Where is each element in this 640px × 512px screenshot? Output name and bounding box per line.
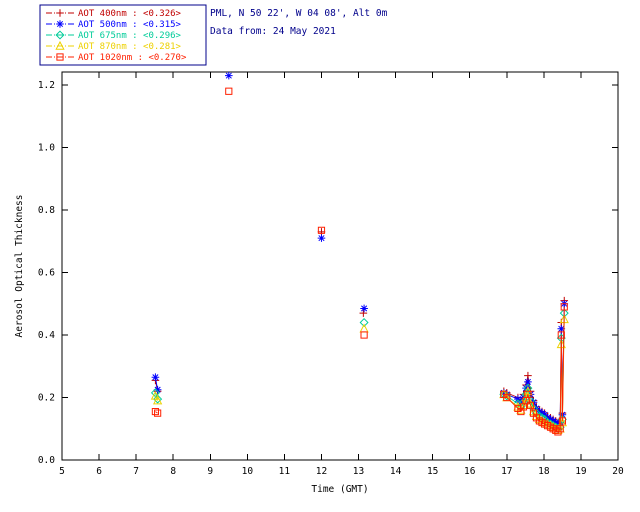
series-aot-1020nm <box>151 87 568 436</box>
series-markers <box>150 308 569 434</box>
legend-box: AOT 400nm : <0.326>AOT 500nm : <0.315>AO… <box>39 4 207 66</box>
legend-entry-label: AOT 870nm : <0.281> <box>78 42 182 52</box>
y-tick-label: 0.0 <box>38 455 55 466</box>
series-line <box>154 300 565 423</box>
x-tick-label: 18 <box>538 466 550 477</box>
series-line <box>154 313 565 430</box>
y-tick-label: 1.2 <box>38 80 55 91</box>
legend-marker-sample <box>55 40 65 50</box>
x-tick-label: 9 <box>207 466 213 477</box>
legend-entry-aot-500nm: AOT 500nm : <0.315> <box>46 20 182 30</box>
legend-entry-label: AOT 400nm : <0.326> <box>78 9 182 19</box>
station-header: PML, N 50 22', W 04 08', Alt 0m <box>210 8 388 19</box>
y-tick-label: 0.4 <box>38 330 55 341</box>
legend-entry-aot-870nm: AOT 870nm : <0.281> <box>46 40 182 52</box>
legend-marker-sample <box>56 20 64 28</box>
plot-frame <box>61 71 619 461</box>
legend-entry-label: AOT 675nm : <0.296> <box>78 31 182 41</box>
x-tick-label: 20 <box>612 466 624 477</box>
series-aot-500nm <box>151 71 569 428</box>
legend-entry-label: AOT 500nm : <0.315> <box>78 20 182 30</box>
series-aot-675nm <box>150 308 569 434</box>
x-tick-label: 7 <box>133 466 139 477</box>
plot-area: 5 6 7 8 9 10 11 12 13 14 15 16 17 18 19 20 0.0 0.2 0.4 0.6 0… <box>38 71 624 477</box>
series-markers <box>151 71 569 428</box>
legend-marker-sample <box>55 30 65 40</box>
x-tick-label: 14 <box>390 466 402 477</box>
x-tick-label: 15 <box>427 466 438 477</box>
x-tick-label: 12 <box>316 466 327 477</box>
y-tick-label: 0.6 <box>38 268 55 279</box>
x-tick-label: 8 <box>170 466 176 477</box>
y-axis-label: Aerosol Optical Thickness <box>14 195 25 338</box>
x-tick-label: 19 <box>575 466 587 477</box>
x-tick-label: 5 <box>59 466 65 477</box>
y-tick-label: 0.2 <box>38 393 55 404</box>
legend-entry-aot-400nm: AOT 400nm : <0.326> <box>46 9 182 19</box>
x-tick-label: 10 <box>242 466 254 477</box>
legend-entry-aot-675nm: AOT 675nm : <0.296> <box>46 30 182 41</box>
series-aot-870nm <box>150 314 569 435</box>
legend-entry-label: AOT 1020nm : <0.270> <box>78 53 187 63</box>
series-markers <box>151 87 568 436</box>
x-tick-label: 6 <box>96 466 102 477</box>
legend-entry-aot-1020nm: AOT 1020nm : <0.270> <box>46 53 187 63</box>
date-header: Data from: 24 May 2021 <box>210 26 336 37</box>
x-axis-label: Time (GMT) <box>311 484 368 495</box>
legend-marker-sample <box>56 9 64 17</box>
y-tick-label: 0.8 <box>38 205 55 216</box>
x-tick-label: 11 <box>279 466 291 477</box>
x-tick-label: 13 <box>353 466 364 477</box>
series-line <box>154 303 565 425</box>
x-tick-label: 17 <box>501 466 512 477</box>
legend-frame <box>39 4 207 66</box>
y-tick-label: 1.0 <box>38 143 55 154</box>
series-line <box>154 319 565 431</box>
series-line <box>155 306 565 433</box>
x-tick-label: 16 <box>464 466 476 477</box>
series-markers <box>150 314 569 435</box>
legend-marker-sample <box>56 53 64 61</box>
